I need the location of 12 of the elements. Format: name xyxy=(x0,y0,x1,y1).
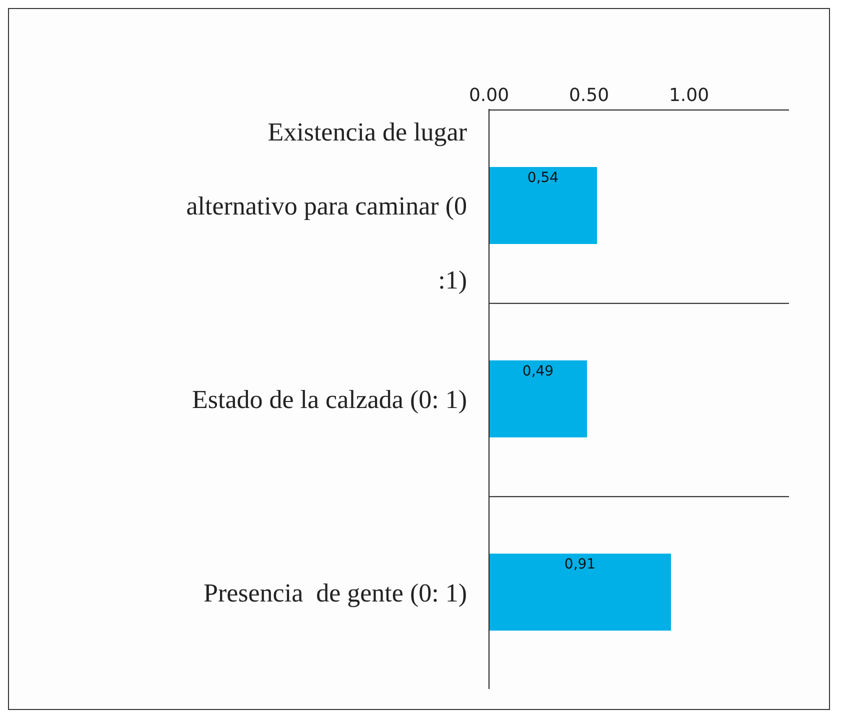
y-tick-label: Estado de la calzada (0: 1) xyxy=(192,385,467,414)
category-label: Existencia de lugar alternativo para caminar (0 :1) xyxy=(186,118,467,295)
x-tick-label: 1.00 xyxy=(668,85,710,106)
x-tick-label: 0.50 xyxy=(568,85,610,106)
data-label: 0,91 xyxy=(564,556,596,573)
bar xyxy=(489,167,597,244)
bar xyxy=(489,554,671,631)
data-label: 0,54 xyxy=(527,170,559,186)
data-label: 0,49 xyxy=(522,363,554,380)
x-tick-label: 0.00 xyxy=(468,85,510,106)
y-tick-label: Presencia de gente (0: 1) xyxy=(203,578,467,608)
bar xyxy=(489,360,587,438)
